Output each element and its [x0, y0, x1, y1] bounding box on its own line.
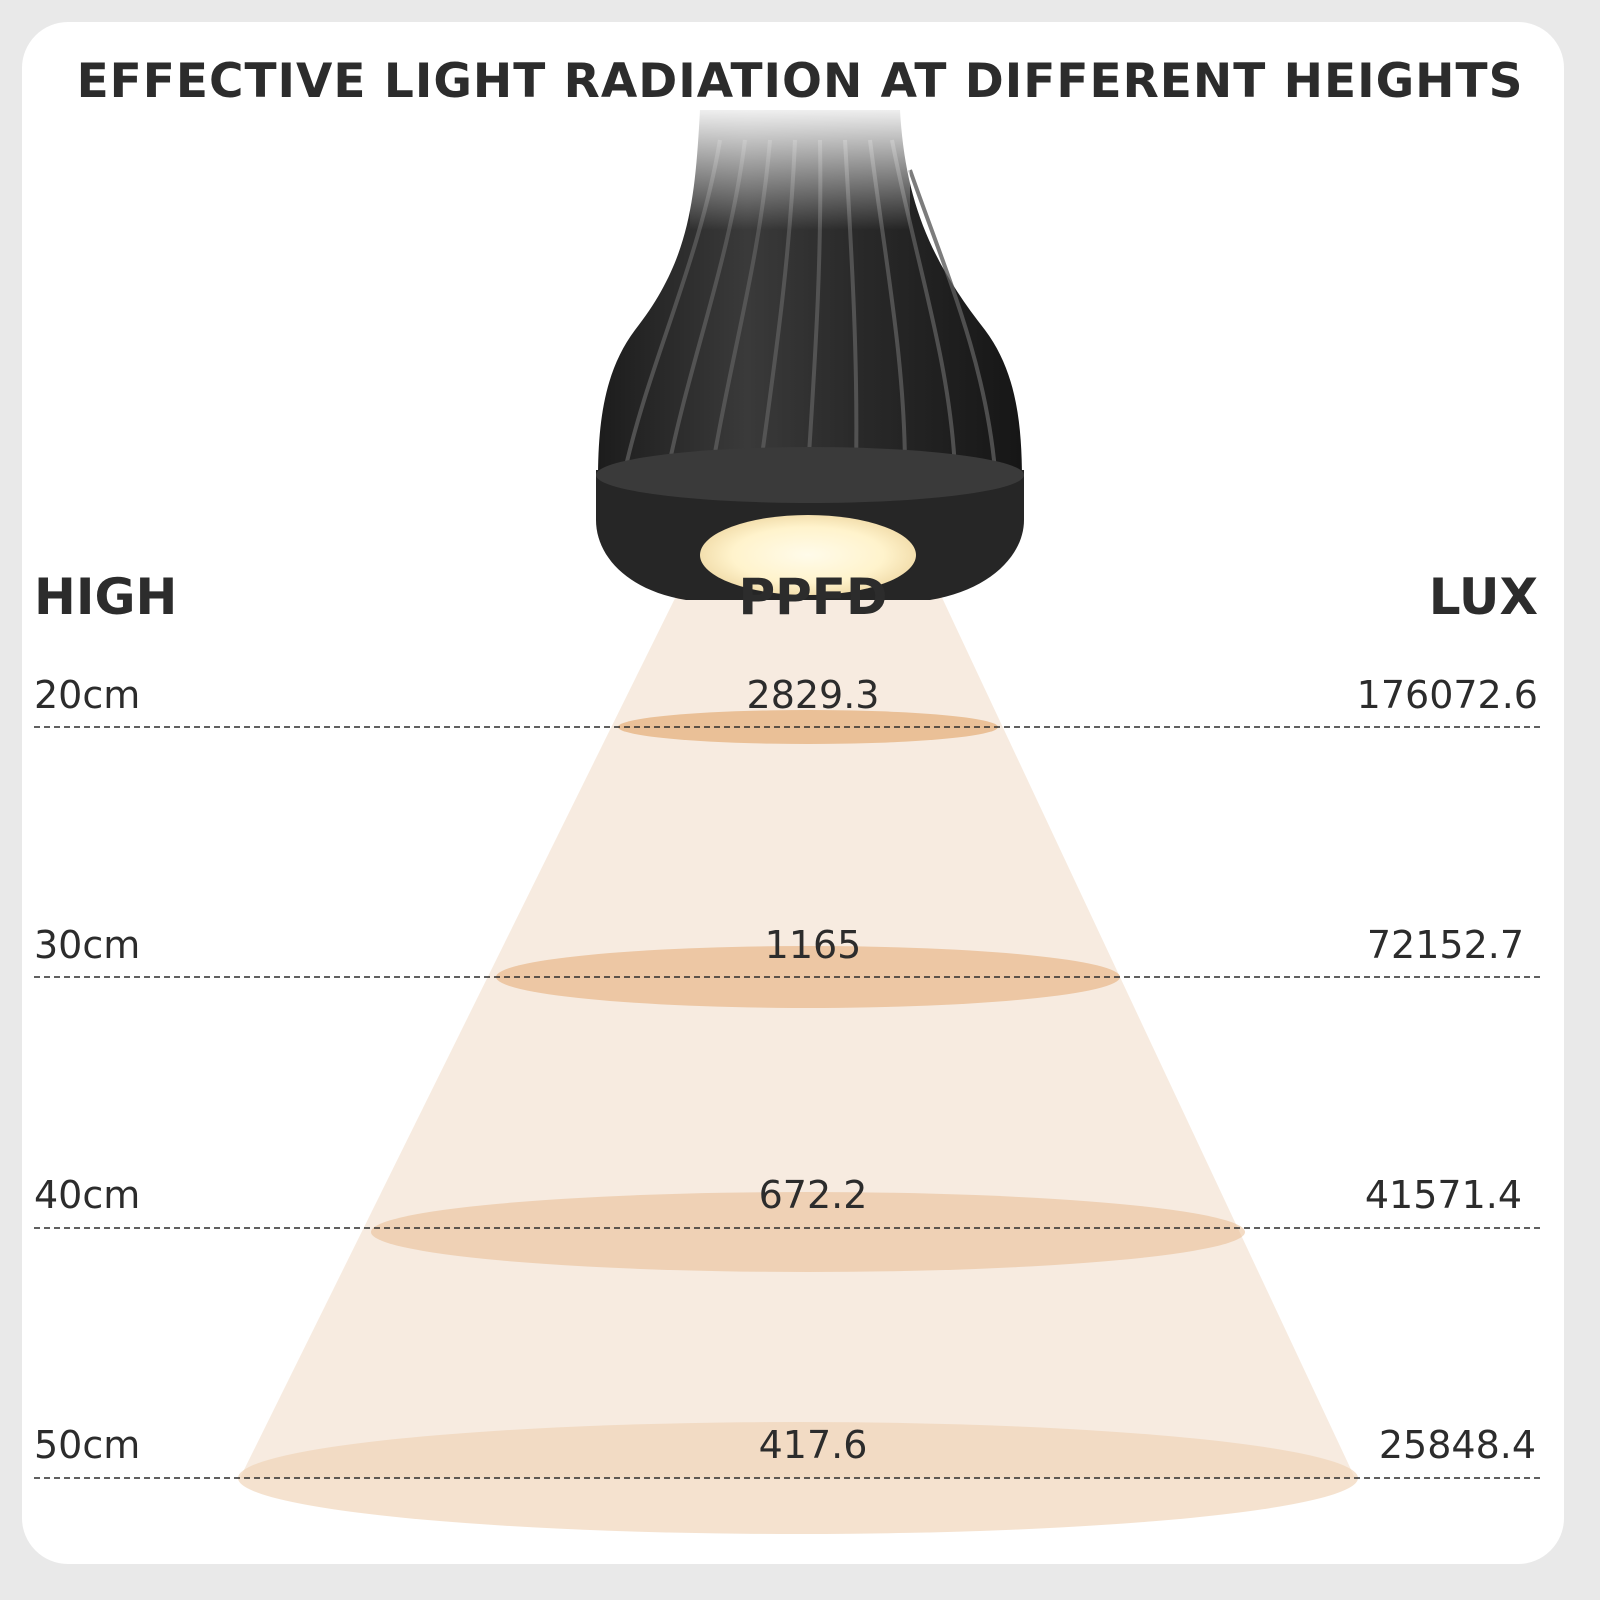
row-ppfd-20cm: 2829.3	[746, 673, 880, 717]
column-header-height: HIGH	[34, 568, 178, 626]
row-height-20cm: 20cm	[34, 673, 141, 717]
row-lux-20cm: 176072.6	[1356, 673, 1538, 717]
row-lux-40cm: 41571.4	[1364, 1173, 1522, 1217]
height-guide-lines	[34, 726, 1540, 1479]
row-height-30cm: 30cm	[34, 923, 141, 967]
row-lux-30cm: 72152.7	[1366, 923, 1524, 967]
column-header-ppfd: PPFD	[738, 568, 888, 626]
row-height-40cm: 40cm	[34, 1173, 141, 1217]
row-height-50cm: 50cm	[34, 1423, 141, 1467]
row-ppfd-30cm: 1165	[764, 923, 862, 967]
row-lux-50cm: 25848.4	[1378, 1423, 1536, 1467]
row-ppfd-50cm: 417.6	[758, 1423, 868, 1467]
column-header-lux: LUX	[1428, 568, 1538, 626]
grow-light-bulb-icon	[596, 100, 1024, 600]
page-title: EFFECTIVE LIGHT RADIATION AT DIFFERENT H…	[76, 54, 1524, 109]
light-spot-40cm	[371, 1192, 1245, 1272]
row-ppfd-40cm: 672.2	[758, 1173, 868, 1217]
